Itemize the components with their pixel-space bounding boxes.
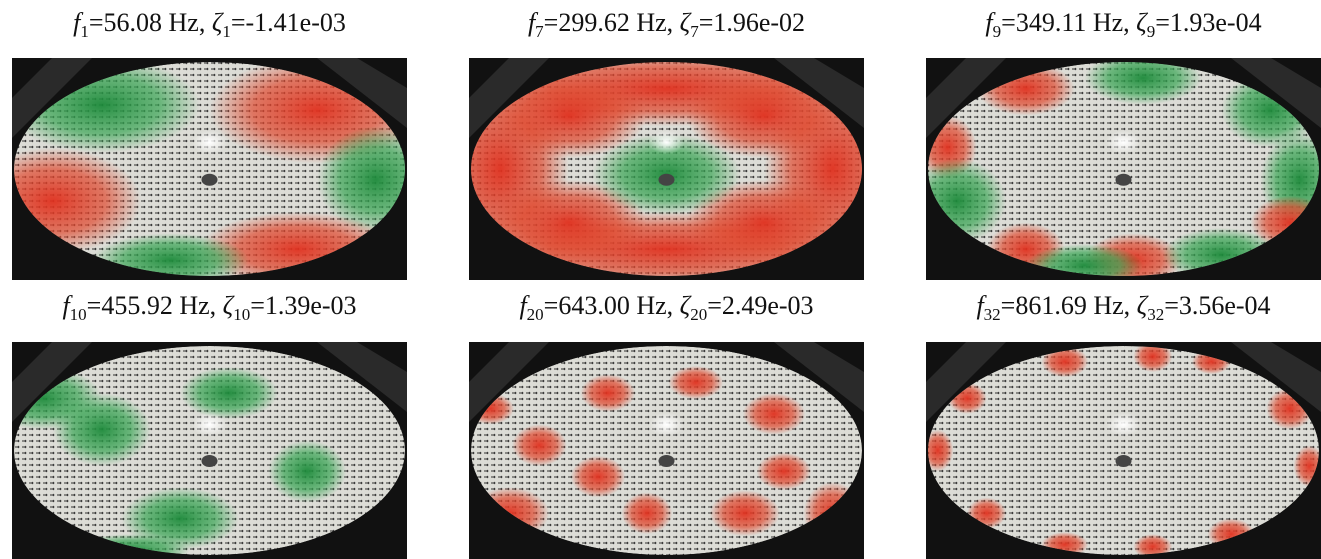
- deflection-region: [512, 424, 567, 466]
- frequency-value: =299.62 Hz,: [544, 8, 680, 37]
- light-spot: [649, 412, 685, 436]
- panel: f20=643.00 Hz, ζ20=2.49e-03: [467, 291, 864, 559]
- center-fixture: [1116, 174, 1132, 186]
- light-spot: [1106, 412, 1142, 436]
- damping-value: =1.96e-02: [699, 8, 805, 37]
- frequency-index: 1: [80, 22, 89, 41]
- center-fixture: [659, 455, 675, 467]
- damping-index: 9: [1147, 22, 1156, 41]
- damping-index: 32: [1147, 305, 1164, 324]
- damping-index: 10: [233, 305, 250, 324]
- damping-value: =1.39e-03: [250, 291, 356, 320]
- frequency-value: =56.08 Hz,: [89, 8, 212, 37]
- panel: f7=299.62 Hz, ζ7=1.96e-02: [432, 8, 901, 287]
- damping-value: =3.56e-04: [1164, 291, 1270, 320]
- deflection-region: [268, 440, 346, 503]
- panel: f32=861.69 Hz, ζ32=3.56e-04: [922, 291, 1321, 559]
- deflection-region: [571, 456, 626, 498]
- deflection-region: [180, 367, 278, 419]
- panel: f9=349.11 Hz, ζ9=1.93e-04: [908, 8, 1321, 287]
- panel-title: f20=643.00 Hz, ζ20=2.49e-03: [519, 291, 813, 324]
- deflection-region: [710, 490, 780, 536]
- deflection-region: [622, 492, 673, 534]
- frequency-value: =861.69 Hz,: [1001, 291, 1137, 320]
- center-fixture: [1116, 455, 1132, 467]
- frequency-value: =349.11 Hz,: [1001, 8, 1136, 37]
- panel: f1=56.08 Hz, ζ1=-1.41e-03: [0, 8, 434, 287]
- light-spot: [649, 130, 685, 154]
- deflection-region: [668, 366, 723, 399]
- panel-title: f1=56.08 Hz, ζ1=-1.41e-03: [73, 8, 346, 41]
- frequency-index: 10: [70, 305, 87, 324]
- damping-value: =1.93e-04: [1155, 8, 1261, 37]
- light-spot: [1106, 130, 1142, 154]
- center-fixture: [202, 174, 218, 186]
- frequency-index: 32: [984, 305, 1001, 324]
- frequency-value: =455.92 Hz,: [87, 291, 223, 320]
- panel-title: f7=299.62 Hz, ζ7=1.96e-02: [528, 8, 805, 41]
- deflection-region: [743, 393, 806, 435]
- deflection-region: [756, 453, 811, 491]
- damping-index: 20: [690, 305, 707, 324]
- deflection-region: [580, 374, 635, 412]
- panel: f10=455.92 Hz, ζ10=1.39e-03: [0, 291, 407, 559]
- center-fixture: [202, 455, 218, 467]
- light-spot: [192, 412, 228, 436]
- panel-title: f9=349.11 Hz, ζ9=1.93e-04: [985, 8, 1261, 41]
- light-spot: [192, 130, 228, 154]
- damping-index: 1: [222, 22, 231, 41]
- frequency-value: =643.00 Hz,: [544, 291, 680, 320]
- frequency-index: 9: [993, 22, 1002, 41]
- deflection-region: [1026, 244, 1143, 287]
- center-fixture: [659, 174, 675, 186]
- damping-value: =-1.41e-03: [231, 8, 346, 37]
- panel-title: f10=455.92 Hz, ζ10=1.39e-03: [62, 291, 356, 324]
- damping-value: =2.49e-03: [707, 291, 813, 320]
- figure: f1=56.08 Hz, ζ1=-1.41e-03 f7=299.62 Hz, ζ…: [0, 0, 1321, 559]
- panel-title: f32=861.69 Hz, ζ32=3.56e-04: [976, 291, 1270, 324]
- frequency-index: 20: [527, 305, 544, 324]
